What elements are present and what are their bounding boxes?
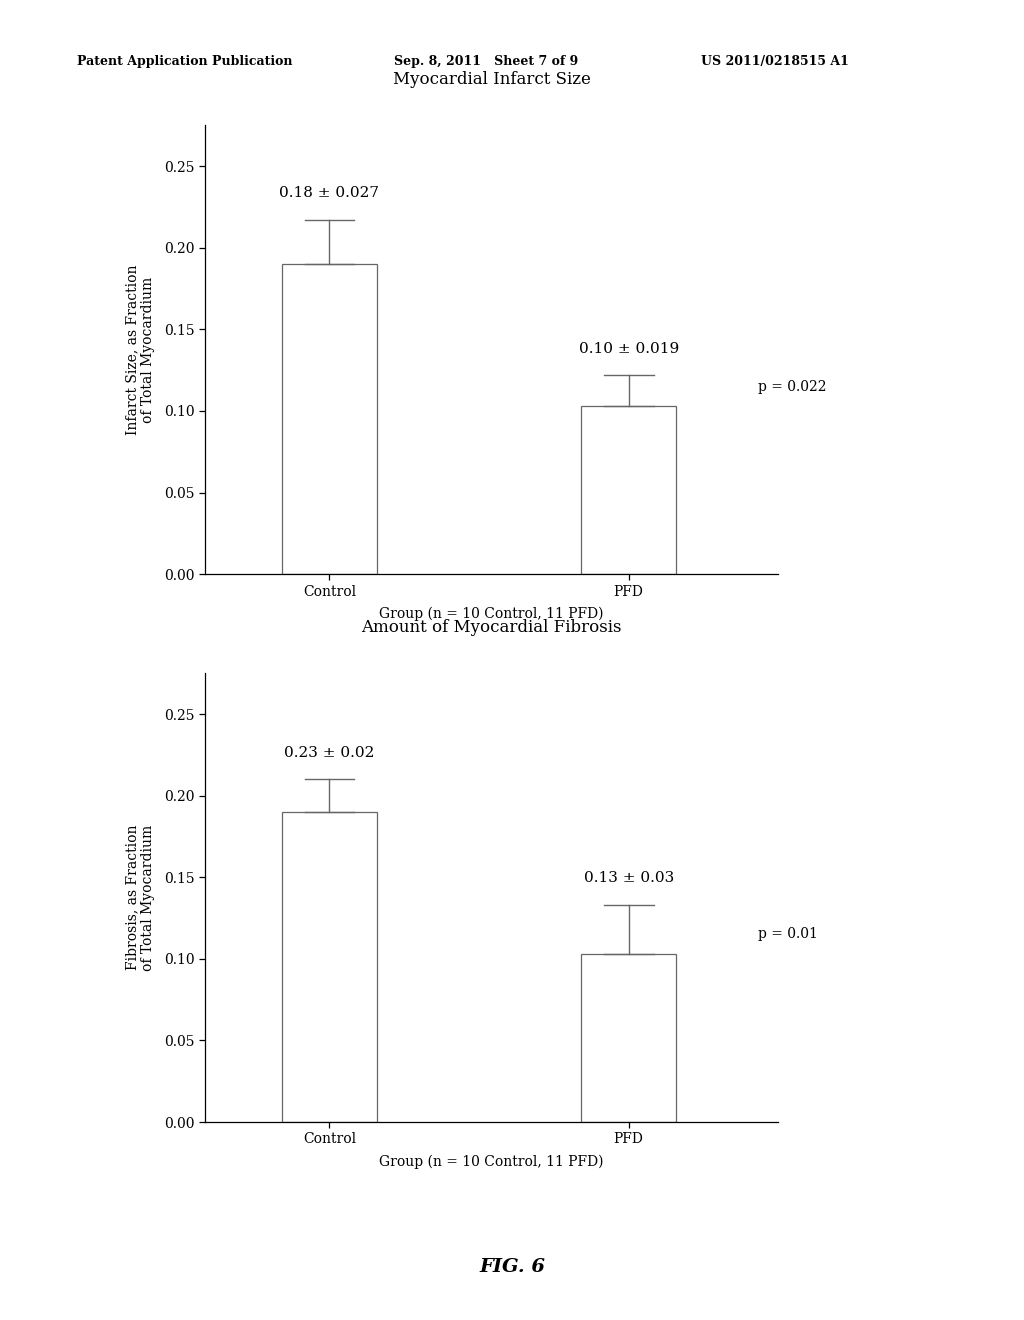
Text: US 2011/0218515 A1: US 2011/0218515 A1 (701, 55, 849, 69)
Title: Myocardial Infarct Size: Myocardial Infarct Size (392, 71, 591, 87)
Bar (582, 407, 676, 574)
Text: p = 0.022: p = 0.022 (759, 380, 826, 393)
Y-axis label: Infarct Size, as Fraction
of Total Myocardium: Infarct Size, as Fraction of Total Myoca… (125, 264, 156, 436)
Text: 0.18 ± 0.027: 0.18 ± 0.027 (280, 186, 380, 201)
Title: Amount of Myocardial Fibrosis: Amount of Myocardial Fibrosis (361, 619, 622, 635)
Text: 0.10 ± 0.019: 0.10 ± 0.019 (579, 342, 679, 355)
Text: p = 0.01: p = 0.01 (759, 928, 818, 941)
Text: 0.13 ± 0.03: 0.13 ± 0.03 (584, 871, 674, 886)
X-axis label: Group (n = 10 Control, 11 PFD): Group (n = 10 Control, 11 PFD) (379, 1155, 604, 1170)
X-axis label: Group (n = 10 Control, 11 PFD): Group (n = 10 Control, 11 PFD) (379, 607, 604, 622)
Bar (282, 264, 377, 574)
Text: 0.23 ± 0.02: 0.23 ± 0.02 (285, 746, 375, 760)
Bar (282, 812, 377, 1122)
Text: Patent Application Publication: Patent Application Publication (77, 55, 292, 69)
Y-axis label: Fibrosis, as Fraction
of Total Myocardium: Fibrosis, as Fraction of Total Myocardiu… (125, 825, 156, 970)
Bar (582, 954, 676, 1122)
Text: FIG. 6: FIG. 6 (479, 1258, 545, 1276)
Text: Sep. 8, 2011   Sheet 7 of 9: Sep. 8, 2011 Sheet 7 of 9 (394, 55, 579, 69)
